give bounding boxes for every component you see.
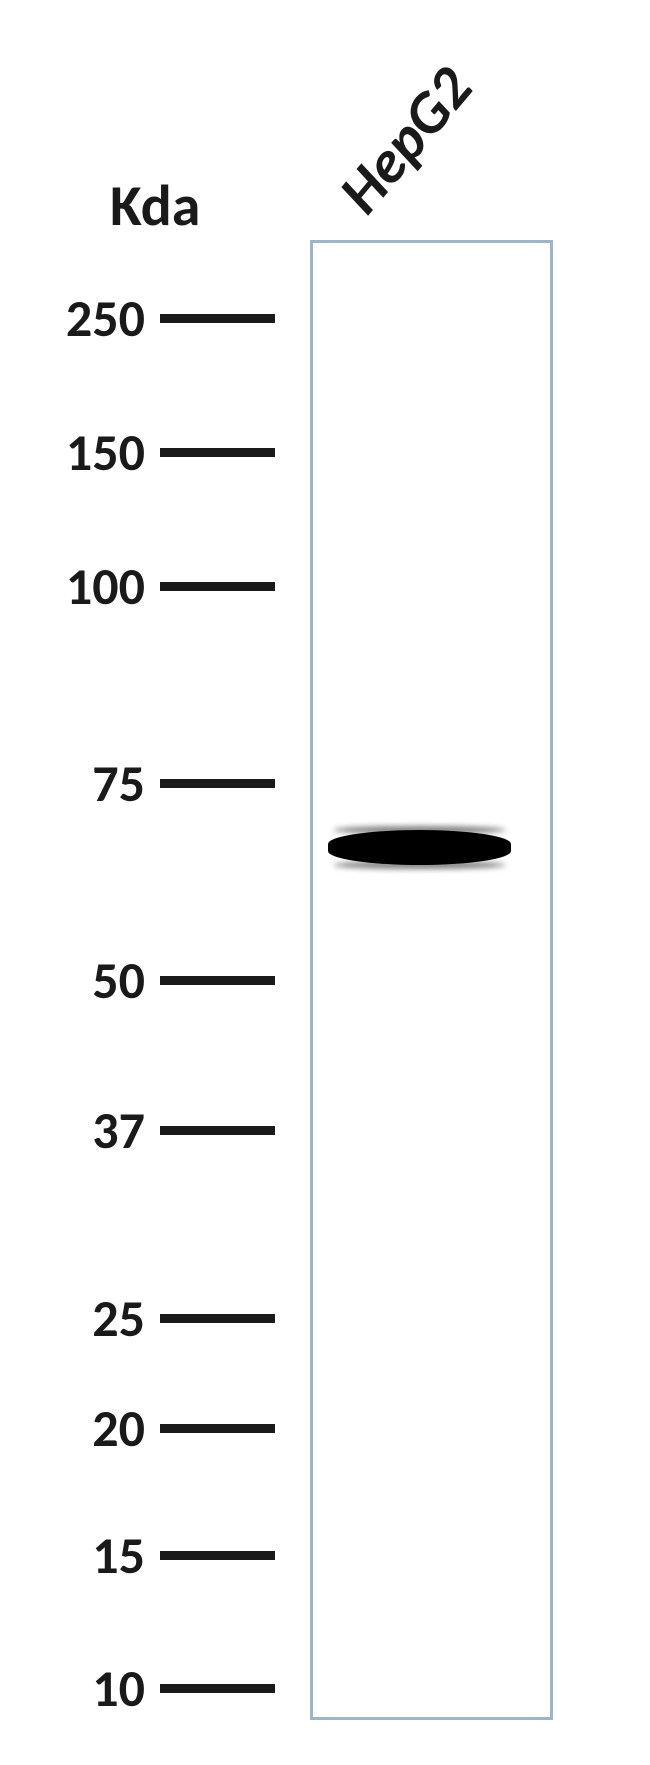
marker-tick — [160, 1684, 275, 1693]
marker-tick — [160, 1314, 275, 1323]
marker-label: 10 — [5, 1656, 145, 1720]
marker-tick — [160, 976, 275, 985]
marker-tick — [160, 448, 275, 457]
marker-label: 37 — [5, 1098, 145, 1162]
marker-label: 250 — [5, 286, 145, 350]
marker-label: 20 — [5, 1396, 145, 1460]
marker-tick — [160, 779, 275, 788]
marker-label: 50 — [5, 948, 145, 1012]
marker-label: 75 — [5, 751, 145, 815]
marker-tick — [160, 1126, 275, 1135]
blot-band — [328, 830, 511, 865]
marker-label: 25 — [5, 1286, 145, 1350]
sample-label: HepG2 — [324, 53, 488, 228]
marker-label: 15 — [5, 1523, 145, 1587]
unit-label: Kda — [110, 170, 200, 241]
blot-lane — [310, 240, 553, 1720]
marker-label: 100 — [5, 554, 145, 618]
marker-label: 150 — [5, 420, 145, 484]
marker-tick — [160, 314, 275, 323]
marker-tick — [160, 1551, 275, 1560]
marker-tick — [160, 582, 275, 591]
marker-tick — [160, 1424, 275, 1433]
